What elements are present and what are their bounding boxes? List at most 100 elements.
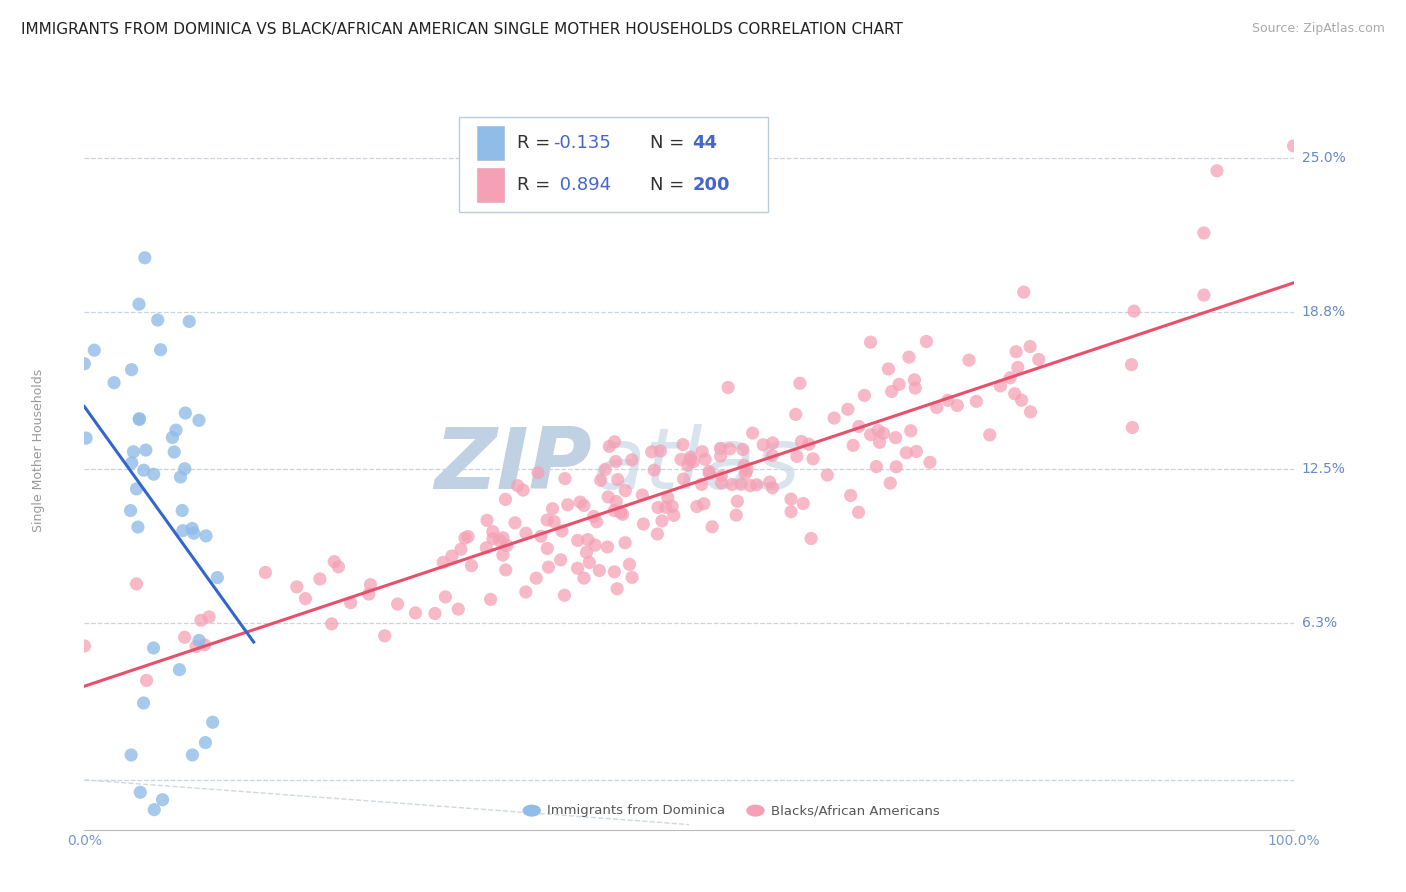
Point (195, 529, 218, 543)
Point (146, 313, 169, 327)
Point (589, 473, 612, 487)
Point (1011, 393, 1033, 408)
Text: -0.135: -0.135 (554, 135, 612, 153)
Point (75, 431, 97, 445)
Point (142, 640, 165, 655)
Point (605, 454, 627, 468)
Point (868, 423, 890, 437)
Point (619, 558, 641, 572)
Point (859, 427, 882, 442)
Text: N =: N = (650, 176, 690, 194)
Point (693, 497, 716, 511)
Point (582, 509, 605, 524)
Point (120, 747, 142, 762)
Point (515, 585, 537, 599)
Point (661, 500, 683, 514)
Point (294, 591, 316, 606)
Point (740, 478, 762, 492)
Point (541, 501, 564, 516)
Point (495, 563, 517, 577)
Point (837, 402, 859, 417)
Point (440, 549, 463, 563)
Point (173, 461, 195, 475)
Point (865, 459, 887, 474)
Point (690, 444, 713, 458)
Point (1012, 285, 1035, 300)
Point (450, 542, 472, 557)
Point (631, 488, 654, 502)
Point (127, 520, 149, 534)
Point (896, 446, 918, 460)
Text: Blacks/African Americans: Blacks/African Americans (770, 804, 941, 817)
Point (578, 556, 600, 570)
Point (503, 516, 526, 530)
Point (884, 431, 907, 445)
Point (1282, 139, 1305, 153)
Point (731, 442, 754, 457)
Point (405, 606, 427, 620)
Point (557, 498, 579, 512)
Point (859, 335, 882, 350)
Point (643, 463, 665, 477)
Point (965, 394, 987, 409)
Point (800, 532, 823, 546)
Point (187, 413, 209, 427)
Point (482, 532, 505, 546)
Point (132, 696, 155, 710)
Point (128, 412, 150, 426)
Point (142, 467, 165, 482)
Point (709, 442, 731, 456)
Point (633, 516, 655, 531)
Text: ZIP: ZIP (434, 424, 592, 508)
Point (188, 633, 211, 648)
Point (198, 610, 221, 624)
Point (651, 514, 673, 528)
Point (536, 513, 558, 527)
Point (339, 596, 361, 610)
Point (612, 508, 634, 522)
Point (614, 483, 637, 498)
Point (460, 558, 482, 573)
Point (710, 469, 733, 483)
Point (669, 452, 692, 467)
Point (524, 571, 547, 585)
Point (1192, 288, 1215, 302)
Point (741, 425, 763, 440)
Point (842, 438, 865, 452)
Point (1121, 358, 1143, 372)
Point (797, 437, 820, 451)
Point (679, 452, 702, 467)
Point (596, 540, 619, 554)
Point (697, 464, 720, 478)
Point (672, 472, 695, 486)
Point (880, 384, 903, 399)
Point (761, 449, 783, 463)
Point (1028, 352, 1050, 367)
Point (103, 376, 125, 390)
Point (848, 505, 870, 519)
Point (762, 436, 785, 450)
Point (657, 491, 679, 505)
Point (979, 428, 1001, 442)
Point (576, 533, 599, 547)
Point (905, 444, 928, 458)
Point (676, 458, 699, 473)
Point (328, 559, 350, 574)
Point (423, 607, 446, 621)
Point (374, 629, 396, 643)
Point (475, 541, 498, 555)
Point (1019, 340, 1042, 354)
Point (717, 380, 740, 394)
Point (165, 423, 187, 437)
Point (606, 582, 628, 596)
Point (357, 587, 380, 601)
Point (593, 462, 616, 476)
Point (789, 376, 811, 391)
Point (181, 747, 204, 762)
Text: Source: ZipAtlas.com: Source: ZipAtlas.com (1251, 22, 1385, 36)
Point (149, 343, 172, 357)
Point (1192, 226, 1215, 240)
Point (496, 538, 519, 552)
Point (686, 500, 709, 514)
Point (877, 362, 900, 376)
